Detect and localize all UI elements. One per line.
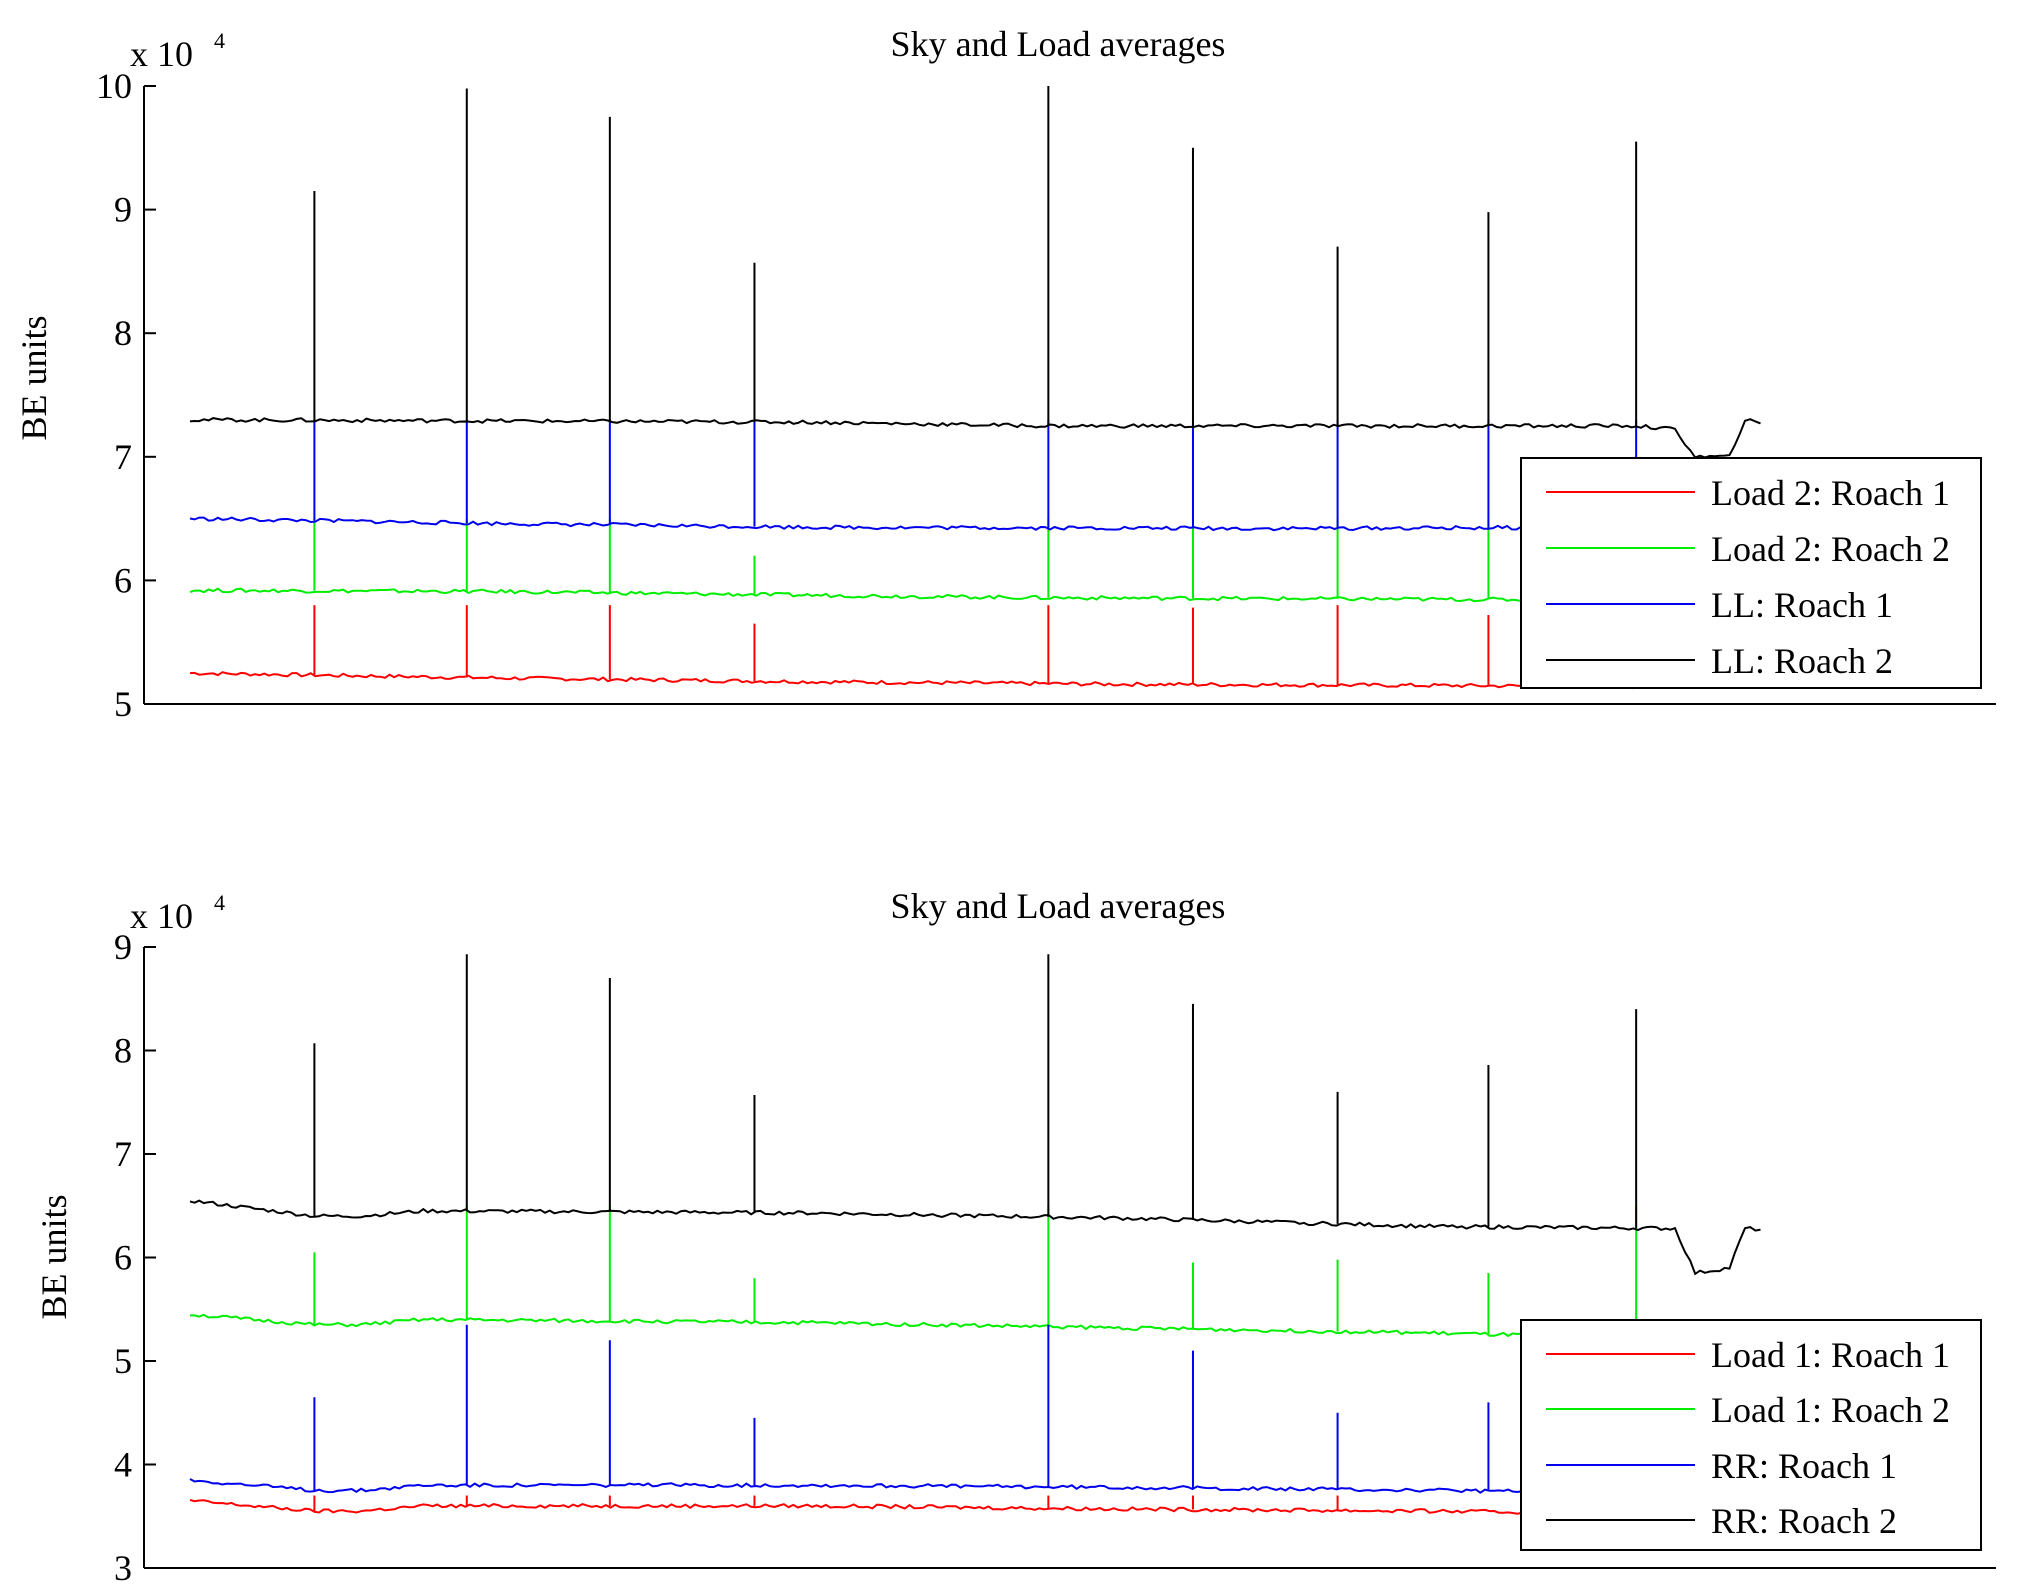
y-tick-label: 10: [96, 66, 132, 106]
y-tick-label: 8: [114, 313, 132, 353]
series-line-2: [189, 587, 1652, 603]
y-tick-label: 9: [114, 927, 132, 967]
top-legend-box: [1520, 457, 1982, 689]
y-tick-label: 9: [114, 190, 132, 230]
y-tick-label: 5: [114, 684, 132, 724]
bottom-y-multiplier-exponent: 4: [214, 890, 225, 915]
series-line-4: [189, 1199, 1761, 1276]
bottom-series-group: [189, 954, 1761, 1518]
bottom-y-multiplier: x 10: [130, 896, 193, 936]
bottom-legend-label-rr-roach1: RR: Roach 1: [1711, 1446, 1897, 1486]
bottom-chart-title: Sky and Load averages: [891, 886, 1226, 926]
bottom-legend-label-load1-roach1: Load 1: Roach 1: [1711, 1335, 1950, 1375]
bottom-y-ticks: 3 4 5 6 7 8 9: [114, 927, 156, 1588]
bottom-legend: Load 1: Roach 1 Load 1: Roach 2 RR: Roac…: [1520, 1319, 1982, 1551]
series-line-1: [189, 1498, 1653, 1518]
y-tick-label: 8: [114, 1031, 132, 1071]
bottom-y-axis-label: BE units: [34, 1194, 74, 1319]
series-line-3: [189, 516, 1652, 532]
top-chart-title: Sky and Load averages: [891, 24, 1226, 64]
series-line-3: [189, 1478, 1652, 1496]
y-tick-label: 5: [114, 1341, 132, 1381]
top-legend-label-load2-roach1: Load 2: Roach 1: [1711, 473, 1950, 513]
top-y-multiplier-exponent: 4: [214, 28, 225, 53]
top-series-group: [189, 86, 1761, 690]
top-y-ticks: 5 6 7 8 9 10: [96, 66, 156, 724]
bottom-legend-box: [1520, 1319, 1982, 1551]
top-legend-label-load2-roach2: Load 2: Roach 2: [1711, 529, 1950, 569]
bottom-legend-label-rr-roach2: RR: Roach 2: [1711, 1501, 1897, 1541]
bottom-chart-panel: Sky and Load averages BE units x 10 4 3 4…: [34, 886, 1996, 1588]
y-tick-label: 3: [114, 1548, 132, 1588]
y-tick-label: 4: [114, 1445, 132, 1485]
y-tick-label: 7: [114, 437, 132, 477]
series-line-4: [189, 417, 1761, 459]
y-tick-label: 7: [114, 1134, 132, 1174]
y-tick-label: 6: [114, 560, 132, 600]
top-legend-label-ll-roach2: LL: Roach 2: [1711, 641, 1893, 681]
y-tick-label: 6: [114, 1238, 132, 1278]
series-line-1: [189, 671, 1652, 690]
top-chart-panel: Sky and Load averages BE units x 10 4 5 6…: [14, 24, 1996, 724]
top-legend: Load 2: Roach 1 Load 2: Roach 2 LL: Roac…: [1520, 457, 1982, 689]
series-line-2: [190, 1313, 1652, 1341]
top-y-axis-label: BE units: [14, 315, 54, 440]
bottom-legend-label-load1-roach2: Load 1: Roach 2: [1711, 1390, 1950, 1430]
top-legend-label-ll-roach1: LL: Roach 1: [1711, 585, 1893, 625]
top-y-multiplier: x 10: [130, 34, 193, 74]
